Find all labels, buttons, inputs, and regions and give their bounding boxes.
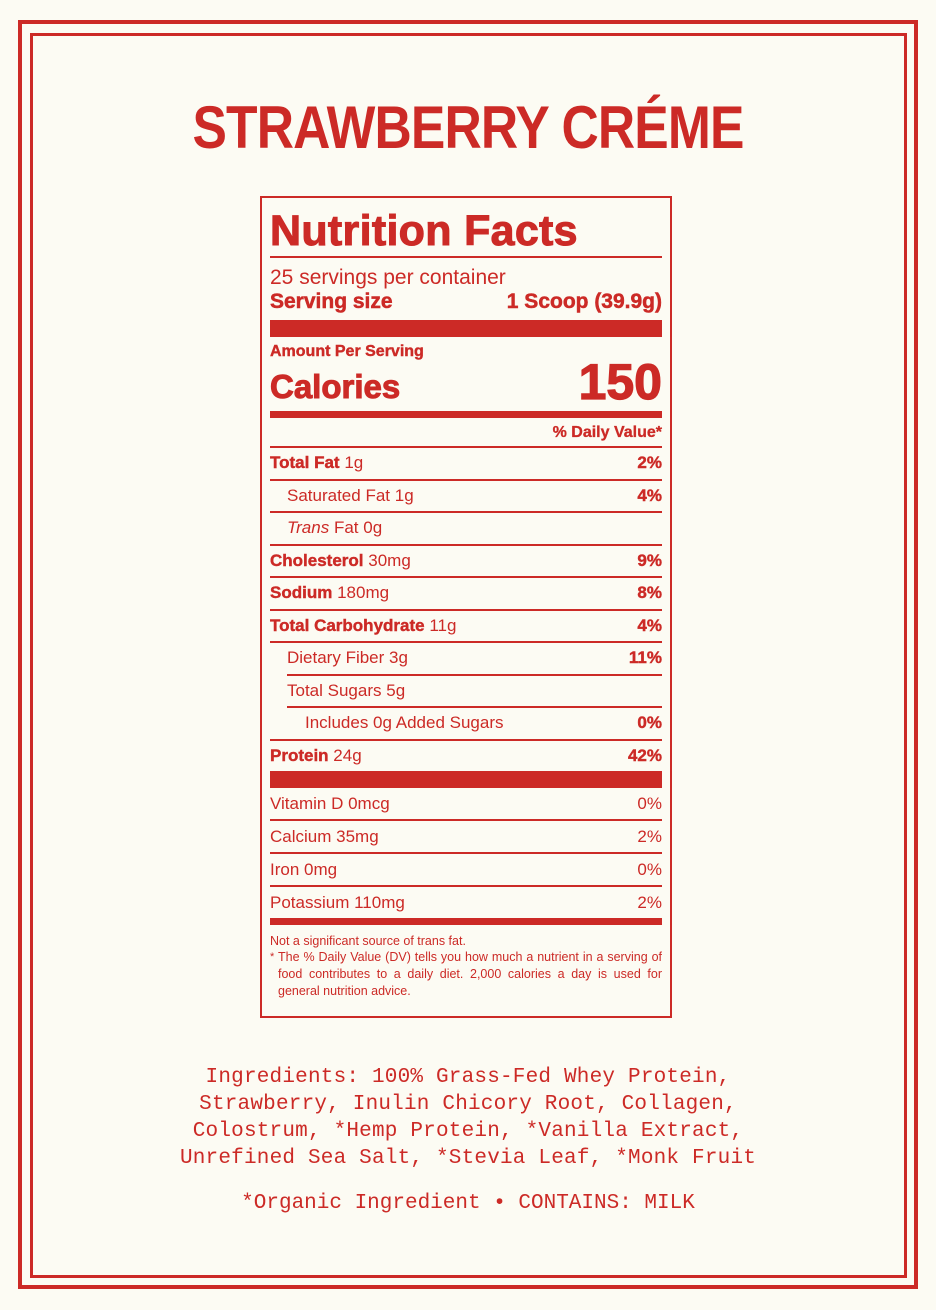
nutrient-amount: 1g [394,485,414,505]
nutrient-dv: 2% [637,453,662,473]
vitamin-name: Vitamin D 0mcg [270,793,390,813]
calories-value: 150 [578,354,663,410]
nutrient-row-total-carbohydrate: Total Carbohydrate 11g 4% [270,608,662,642]
nutrient-row-saturated-fat: Saturated Fat 1g 4% [270,478,662,512]
medium-divider [270,918,662,925]
footnote-asterisk: * [270,951,275,963]
nutrient-name: Sodium [270,583,333,603]
daily-value-footnote-text: The % Daily Value (DV) tells you how muc… [278,950,662,998]
nutrient-name: Total Fat [270,453,340,473]
vitamin-dv: 2% [637,892,662,912]
daily-value-footnote: * The % Daily Value (DV) tells you how m… [270,949,662,1000]
calories-label: Calories [269,368,401,405]
vitamin-dv: 0% [637,793,662,813]
nutrient-row-added-sugars: Includes 0g Added Sugars 0% [287,706,662,739]
nutrient-amount: 24g [333,745,362,765]
nutrient-row-sodium: Sodium 180mg 8% [270,576,662,609]
nutrient-name: Protein [270,745,329,765]
nutrient-amount: 1g [344,453,364,473]
nutrient-dv: 42% [627,745,662,765]
nutrient-name: Includes 0g Added Sugars [305,713,504,733]
nutrient-name: Dietary Fiber [287,648,385,668]
nutrient-name: Fat [333,518,359,538]
nutrient-name-italic: Trans [287,518,330,538]
nutrient-dv: 0% [637,713,662,733]
nutrient-name: Cholesterol [270,550,364,570]
medium-divider [270,411,662,418]
ingredients-line: Unrefined Sea Salt, *Stevia Leaf, *Monk … [179,1147,757,1170]
vitamin-row-potassium: Potassium 110mg 2% [270,885,662,918]
nutrient-name: Total Sugars [287,680,382,700]
vitamin-name: Potassium 110mg [270,892,405,912]
product-title: STRAWBERRY CRÉME [192,94,744,161]
nutrient-row-trans-fat: Trans Fat 0g [270,511,662,544]
nutrient-amount: 180mg [337,583,390,603]
nutrient-amount: 0g [363,518,383,538]
nutrient-amount: 5g [386,680,406,700]
ingredients-line: Strawberry, Inulin Chicory Root, Collage… [199,1093,737,1116]
organic-allergen-note: *Organic Ingredient • CONTAINS: MILK [241,1192,695,1215]
nutrient-row-protein: Protein 24g 42% [270,738,662,772]
thick-divider [270,320,662,337]
ingredients-list: Ingredients: 100% Grass-Fed Whey Protein… [120,1064,816,1172]
nutrient-amount: 11g [429,615,457,635]
nutrient-dv: 4% [637,615,662,635]
serving-size-label: Serving size [270,290,393,314]
outer-frame-border [18,20,918,1289]
nutrition-facts-label: Nutrition Facts 25 servings per containe… [260,196,672,1018]
vitamin-row-calcium: Calcium 35mg 2% [270,819,662,852]
nutrient-row-total-sugars: Total Sugars 5g [287,673,662,707]
amount-per-serving: Amount Per Serving [270,343,424,360]
thick-divider [270,771,662,788]
divider [270,256,662,258]
vitamin-row-iron: Iron 0mg 0% [270,852,662,885]
servings-per-container: 25 servings per container [270,266,506,289]
vitamin-name: Calcium 35mg [270,826,379,846]
nutrient-name: Saturated Fat [287,485,391,505]
nutrient-row-dietary-fiber: Dietary Fiber 3g 11% [270,641,662,674]
nutrition-facts-title: Nutrition Facts [270,207,579,255]
nutrient-amount: 3g [389,648,408,668]
serving-size-value: 1 Scoop (39.9g) [506,290,663,314]
vitamin-dv: 2% [637,826,662,846]
nutrient-dv: 11% [628,648,662,668]
nutrient-dv: 4% [637,485,662,505]
trans-fat-footnote: Not a significant source of trans fat. [270,934,466,948]
nutrient-dv: 8% [637,583,662,603]
daily-value-header: % Daily Value* [552,424,662,441]
vitamin-name: Iron 0mg [270,859,338,879]
inner-frame-border [30,33,907,1278]
serving-size-row: Serving size 1 Scoop (39.9g) [270,290,662,314]
nutrient-row-total-fat: Total Fat 1g 2% [270,446,662,479]
vitamin-dv: 0% [637,859,662,879]
vitamin-row-vitamin-d: Vitamin D 0mcg 0% [270,788,662,819]
nutrient-dv: 9% [637,550,662,570]
ingredients-line: Colostrum, *Hemp Protein, *Vanilla Extra… [192,1120,744,1143]
ingredients-line: Ingredients: 100% Grass-Fed Whey Protein… [205,1066,731,1089]
nutrient-amount: 30mg [368,550,411,570]
nutrient-name: Total Carbohydrate [270,615,425,635]
nutrient-row-cholesterol: Cholesterol 30mg 9% [270,543,662,577]
calories-row: Calories 150 [269,356,662,407]
